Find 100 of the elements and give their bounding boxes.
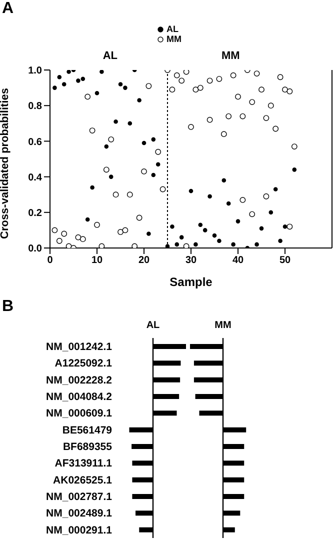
point [222, 178, 226, 183]
y-tick-label: 0.6 [28, 136, 42, 148]
point [108, 136, 114, 142]
point [151, 137, 156, 142]
point [141, 168, 147, 174]
y-tick-label: BF689355 [62, 441, 112, 454]
point [132, 243, 138, 248]
chart-title: MM [214, 320, 232, 331]
point [282, 224, 288, 229]
point [98, 243, 105, 248]
point [212, 233, 217, 238]
y-tick-label: BE561479 [62, 424, 112, 436]
point [216, 76, 222, 82]
point [122, 227, 128, 234]
legend-label: AL [166, 24, 178, 34]
text: 1.0 [28, 66, 42, 77]
y-tick-label: NM_004084.2 [46, 391, 112, 404]
point [278, 238, 282, 244]
point [226, 113, 232, 120]
text: MM [220, 50, 241, 62]
y-tick-label: NM_002489.1 [46, 508, 112, 520]
y-tick-label: NM_000609.1 [46, 408, 112, 420]
point [94, 222, 100, 228]
text: AL [102, 50, 119, 62]
point [52, 86, 57, 90]
point [112, 192, 119, 198]
legend-label: MM [166, 34, 182, 44]
point [259, 226, 264, 231]
point [156, 162, 160, 166]
point [85, 217, 90, 222]
point [282, 86, 288, 93]
point [183, 70, 190, 75]
x-axis-title: Sample [170, 275, 213, 289]
point [89, 128, 96, 134]
point [146, 232, 151, 236]
point [183, 243, 190, 248]
point [178, 78, 185, 84]
point [226, 201, 231, 206]
y-tick-label: NM_000291.1 [46, 524, 112, 536]
x-tick-label: 50 [279, 255, 291, 266]
point [52, 227, 58, 234]
point [100, 70, 104, 74]
y-tick-label: 0.8 [28, 101, 42, 112]
point [198, 222, 203, 228]
point [249, 211, 256, 218]
point [272, 126, 279, 132]
point [263, 115, 270, 122]
point [188, 188, 194, 194]
x-tick-label: 40 [232, 255, 244, 266]
y-tick-label: AF313911.1 [54, 458, 112, 470]
point [142, 140, 146, 146]
point [57, 74, 62, 80]
point [240, 113, 246, 120]
point [80, 236, 86, 242]
point [137, 98, 142, 102]
point [236, 219, 240, 224]
point [258, 86, 264, 93]
point [165, 244, 170, 248]
point [194, 242, 198, 247]
point [292, 168, 297, 172]
point [174, 72, 180, 78]
point [206, 116, 213, 123]
point [273, 187, 278, 192]
point [231, 242, 236, 247]
y-tick-label: AK026525.1 [53, 474, 112, 486]
point [104, 144, 109, 149]
point [118, 229, 124, 235]
point [179, 235, 184, 240]
point [90, 185, 94, 190]
point [268, 210, 274, 215]
point [123, 86, 128, 90]
point [291, 144, 298, 150]
point [76, 78, 80, 83]
point [174, 242, 180, 247]
x-tick-label: 0 [47, 255, 54, 266]
point [84, 94, 91, 100]
text: B [2, 298, 14, 316]
point [254, 242, 259, 247]
point [155, 148, 162, 155]
point [192, 86, 199, 93]
point [128, 121, 132, 126]
point [220, 131, 227, 138]
point [62, 82, 66, 86]
text: A [2, 0, 14, 18]
text: 0.0 [28, 244, 42, 255]
x-tick-label: 30 [185, 255, 197, 266]
point [202, 228, 208, 232]
point [230, 72, 236, 78]
y-tick-label: NM_001242.1 [46, 341, 112, 354]
point [249, 99, 256, 105]
y-tick-label: A1225092.1 [54, 358, 112, 370]
x-tick-label: 20 [138, 255, 150, 266]
point [188, 124, 194, 130]
point [240, 196, 246, 203]
point [277, 74, 284, 80]
point [286, 224, 293, 230]
y-tick-label: NM_002787.1 [46, 491, 112, 504]
point [103, 166, 110, 173]
point [206, 78, 213, 84]
point [268, 102, 274, 109]
